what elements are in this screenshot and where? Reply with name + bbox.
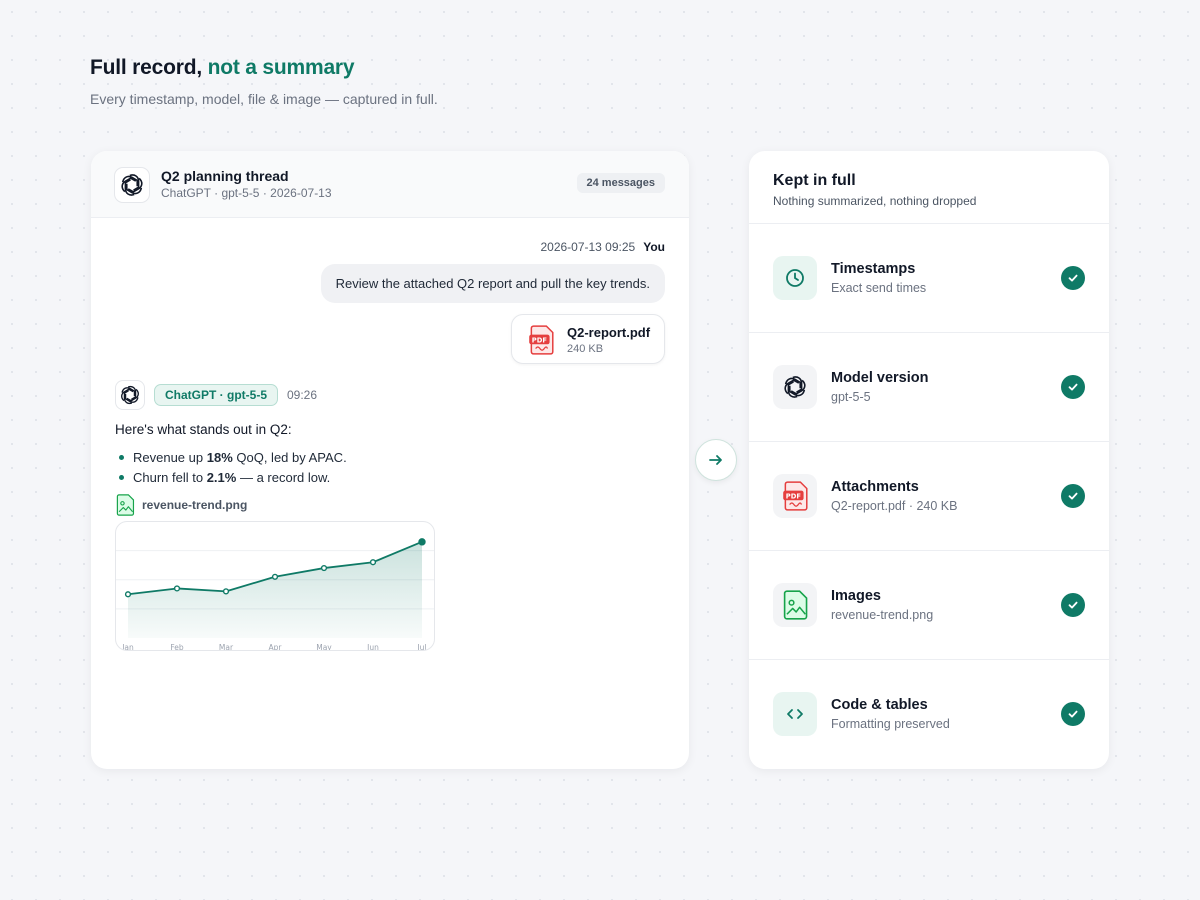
list-item: Revenue up 18% QoQ, led by APAC. (115, 447, 347, 467)
chart-tick-label: May (316, 643, 332, 650)
image-file-name: revenue-trend.png (142, 498, 248, 512)
check-icon (1061, 266, 1085, 290)
image-icon (773, 583, 817, 627)
check-icon (1061, 702, 1085, 726)
chart-point (271, 573, 279, 580)
model-badge: ChatGPT · gpt-5-5 (154, 384, 278, 406)
headline-main: Full record, (90, 56, 202, 79)
assistant-timestamp: 09:26 (287, 388, 318, 402)
chart-point (320, 564, 328, 572)
user-label: You (643, 240, 665, 254)
user-timestamp: 2026-07-13 09:25 (540, 240, 636, 254)
kept-title: Kept in full (773, 172, 856, 189)
chart-point (222, 588, 230, 595)
user-message-meta: 2026-07-13 09:25 You (540, 240, 665, 254)
thread-title: Q2 planning thread (161, 168, 289, 184)
chat-thread-card: Q2 planning thread ChatGPT · gpt-5-5 · 2… (91, 151, 689, 769)
chart-tick-label: Jan (121, 643, 134, 650)
kept-item-code-tables: Code & tables Formatting preserved (749, 660, 1109, 769)
page-subtitle: Every timestamp, model, file & image — c… (90, 91, 438, 107)
thread-meta: ChatGPT · gpt-5-5 · 2026-07-13 (161, 186, 332, 200)
check-icon (1061, 375, 1085, 399)
chart-tick-label: Jul (416, 643, 426, 650)
headline-accent: not a summary (207, 56, 355, 79)
check-icon (1061, 484, 1085, 508)
openai-logo-icon (115, 380, 145, 410)
openai-logo-icon (773, 365, 817, 409)
chart-canvas: Jan Feb Mar Apr May Jun Jul (116, 538, 434, 650)
list-item: Churn fell to 2.1% — a record low. (115, 467, 347, 487)
chart-point (418, 538, 426, 546)
kept-in-full-card: Kept in full Nothing summarized, nothing… (749, 151, 1109, 769)
message-count-badge: 24 messages (576, 173, 665, 193)
arrow-right-icon[interactable] (695, 439, 737, 481)
kept-item-timestamps: Timestamps Exact send times (749, 224, 1109, 333)
kept-item-label: Code & tables (831, 697, 928, 713)
kept-item-label: Attachments (831, 479, 919, 495)
kept-item-label: Images (831, 588, 881, 604)
chart-tick-label: Feb (170, 643, 184, 650)
chart-point (173, 585, 181, 592)
assistant-message-header: ChatGPT · gpt-5-5 09:26 (115, 380, 317, 410)
check-icon (1061, 593, 1085, 617)
user-message-bubble: Review the attached Q2 report and pull t… (320, 264, 665, 303)
kept-item-attachments: Attachments Q2-report.pdf · 240 KB (749, 442, 1109, 551)
page-headline: Full record, not a summary (90, 56, 355, 80)
chart-point (124, 591, 132, 598)
pdf-icon (773, 474, 817, 518)
attachment-name: Q2-report.pdf (567, 325, 651, 340)
kept-item-images: Images revenue-trend.png (749, 551, 1109, 660)
pdf-icon (528, 325, 554, 355)
chart-tick-label: Mar (219, 643, 234, 650)
assistant-intro: Here's what stands out in Q2: (115, 422, 292, 437)
kept-item-label: Timestamps (831, 261, 916, 277)
revenue-trend-chart[interactable]: Jan Feb Mar Apr May Jun Jul (115, 521, 435, 651)
attachment-size: 240 KB (567, 343, 604, 355)
kept-subtitle: Nothing summarized, nothing dropped (773, 194, 977, 208)
kept-item-desc: Q2-report.pdf · 240 KB (831, 499, 958, 513)
code-icon (773, 692, 817, 736)
openai-logo-icon (114, 167, 150, 203)
attachment-chip[interactable]: Q2-report.pdf 240 KB (511, 314, 665, 364)
kept-header: Kept in full Nothing summarized, nothing… (749, 151, 1109, 224)
kept-item-desc: revenue-trend.png (831, 608, 934, 622)
image-attachment-label[interactable]: revenue-trend.png (115, 494, 247, 516)
kept-item-label: Model version (831, 370, 929, 386)
image-icon (116, 494, 135, 516)
kept-item-model-version: Model version gpt-5-5 (749, 333, 1109, 442)
assistant-bullet-list: Revenue up 18% QoQ, led by APAC. Churn f… (115, 447, 347, 487)
kept-item-desc: Exact send times (831, 281, 927, 295)
chart-tick-label: Apr (269, 643, 283, 650)
chat-header: Q2 planning thread ChatGPT · gpt-5-5 · 2… (91, 151, 689, 218)
kept-item-desc: gpt-5-5 (831, 390, 871, 404)
kept-item-desc: Formatting preserved (831, 717, 950, 731)
chart-point (369, 559, 377, 566)
clock-icon (773, 256, 817, 300)
chart-tick-label: Jun (366, 643, 379, 650)
